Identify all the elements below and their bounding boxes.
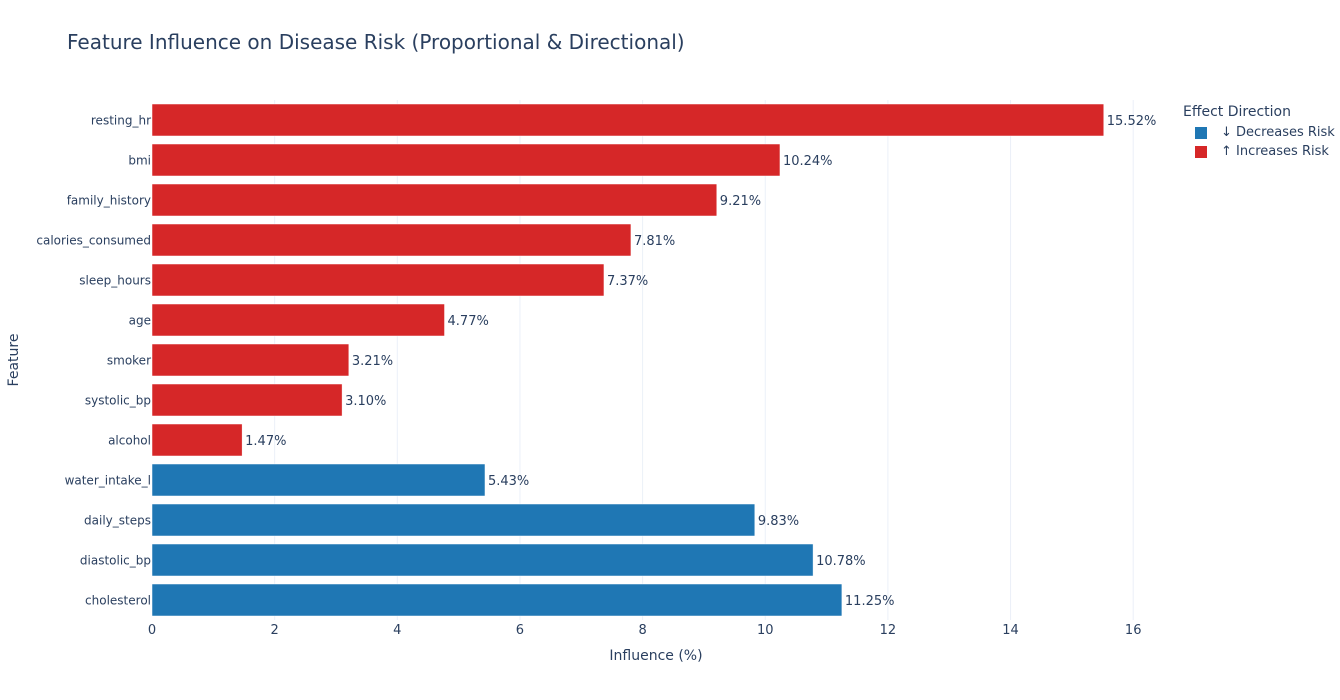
data-label-cholesterol: 11.25% [845,594,895,609]
legend-label-increases: ↑ Increases Risk [1221,144,1329,159]
chart-title: Feature Influence on Disease Risk (Propo… [67,30,685,54]
x-tick-label: 10 [757,623,774,638]
bar-calories-consumed [151,223,632,257]
y-tick-label-calories-consumed: calories_consumed [36,234,151,248]
y-tick-label-bmi: bmi [128,154,151,168]
x-tick-label: 16 [1125,623,1142,638]
data-label-family-history: 9.21% [720,194,761,209]
data-label-calories-consumed: 7.81% [634,234,675,249]
y-tick-label-diastolic-bp: diastolic_bp [80,554,151,568]
y-tick-label-family-history: family_history [67,194,151,208]
data-label-age: 4.77% [448,314,489,329]
data-label-resting-hr: 15.52% [1107,114,1157,129]
y-tick-label-systolic-bp: systolic_bp [85,394,151,408]
y-tick-label-age: age [129,314,151,328]
y-tick-label-water-intake-l: water_intake_l [65,474,151,488]
bar-smoker [151,343,350,377]
x-tick-label: 0 [148,623,156,638]
legend: Effect Direction ↓ Decreases Risk ↑ Incr… [1183,104,1335,161]
bar-family-history [151,183,718,217]
x-tick-label: 14 [1002,623,1019,638]
bar-resting-hr [151,103,1105,137]
x-tick-label: 4 [393,623,401,638]
legend-label-decreases: ↓ Decreases Risk [1221,125,1335,140]
data-label-diastolic-bp: 10.78% [816,554,866,569]
y-tick-label-resting-hr: resting_hr [91,114,151,128]
x-tick-label: 2 [271,623,279,638]
bar-systolic-bp [151,383,343,417]
legend-swatch-increases [1195,145,1207,158]
y-tick-label-alcohol: alcohol [108,434,151,448]
y-axis-title: Feature [6,334,22,387]
bar-alcohol [151,423,243,457]
x-tick-label: 12 [880,623,897,638]
bar-sleep-hours [151,263,605,297]
y-tick-label-daily-steps: daily_steps [84,514,151,528]
data-label-bmi: 10.24% [783,154,833,169]
x-tick-label: 8 [638,623,646,638]
x-axis-title: Influence (%) [609,648,702,664]
bar-water-intake-l [151,463,486,497]
data-label-water-intake-l: 5.43% [488,474,529,489]
data-label-systolic-bp: 3.10% [345,394,386,409]
bar-cholesterol [151,583,843,617]
legend-item-decreases[interactable]: ↓ Decreases Risk [1183,123,1335,142]
y-tick-label-smoker: smoker [107,354,151,368]
bar-age [151,303,445,337]
x-tick-label: 6 [516,623,524,638]
bar-bmi [151,143,781,177]
y-tick-label-cholesterol: cholesterol [85,594,151,608]
bar-daily-steps [151,503,756,537]
legend-swatch-decreases [1195,126,1207,139]
y-tick-label-sleep-hours: sleep_hours [79,274,151,288]
data-label-sleep-hours: 7.37% [607,274,648,289]
bar-diastolic-bp [151,543,814,577]
data-label-alcohol: 1.47% [245,434,286,449]
legend-item-increases[interactable]: ↑ Increases Risk [1183,142,1335,161]
data-label-smoker: 3.21% [352,354,393,369]
legend-title: Effect Direction [1183,104,1291,120]
data-label-daily-steps: 9.83% [758,514,799,529]
